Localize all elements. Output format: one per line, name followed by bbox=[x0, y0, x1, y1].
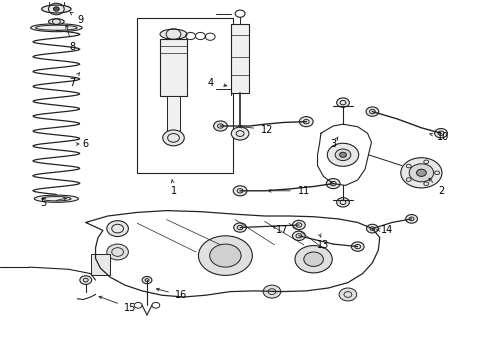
Text: 14: 14 bbox=[381, 225, 393, 235]
Circle shape bbox=[366, 107, 379, 116]
Circle shape bbox=[142, 276, 152, 284]
Circle shape bbox=[435, 129, 447, 138]
Text: 5: 5 bbox=[40, 198, 46, 208]
Text: 8: 8 bbox=[70, 42, 75, 52]
Circle shape bbox=[409, 164, 434, 182]
Circle shape bbox=[416, 169, 426, 176]
Bar bbox=[137, 18, 233, 173]
Bar bbox=[167, 96, 180, 131]
Circle shape bbox=[406, 215, 417, 223]
Circle shape bbox=[367, 224, 378, 233]
Circle shape bbox=[293, 220, 305, 230]
Bar bbox=[160, 39, 187, 96]
Ellipse shape bbox=[160, 29, 187, 39]
Circle shape bbox=[340, 152, 346, 157]
Circle shape bbox=[107, 244, 128, 260]
Text: 17: 17 bbox=[275, 225, 288, 235]
Circle shape bbox=[293, 231, 305, 240]
Bar bbox=[91, 254, 110, 275]
Circle shape bbox=[234, 223, 246, 232]
Circle shape bbox=[299, 117, 313, 127]
Text: 1: 1 bbox=[171, 186, 177, 196]
Ellipse shape bbox=[34, 195, 78, 202]
Circle shape bbox=[339, 288, 357, 301]
Circle shape bbox=[210, 244, 241, 267]
Circle shape bbox=[53, 7, 59, 11]
Text: 10: 10 bbox=[437, 132, 450, 142]
Circle shape bbox=[335, 149, 351, 161]
Circle shape bbox=[198, 236, 252, 275]
Text: 11: 11 bbox=[297, 186, 310, 196]
Circle shape bbox=[233, 186, 247, 196]
Text: 4: 4 bbox=[208, 78, 214, 88]
Circle shape bbox=[401, 158, 442, 188]
Text: 9: 9 bbox=[78, 15, 84, 25]
Bar bbox=[231, 24, 249, 93]
Ellipse shape bbox=[49, 19, 64, 24]
Circle shape bbox=[107, 221, 128, 237]
Circle shape bbox=[304, 252, 323, 266]
Text: 13: 13 bbox=[318, 240, 329, 250]
Circle shape bbox=[351, 242, 364, 251]
Text: 6: 6 bbox=[83, 139, 89, 149]
Text: 12: 12 bbox=[261, 125, 273, 135]
Circle shape bbox=[214, 121, 227, 131]
Ellipse shape bbox=[42, 5, 71, 13]
Ellipse shape bbox=[30, 24, 82, 32]
Text: 16: 16 bbox=[175, 290, 187, 300]
Circle shape bbox=[326, 179, 340, 189]
Circle shape bbox=[163, 130, 184, 146]
Circle shape bbox=[337, 98, 349, 107]
Circle shape bbox=[231, 127, 249, 140]
Circle shape bbox=[295, 246, 332, 273]
Text: 7: 7 bbox=[70, 78, 75, 88]
Text: 15: 15 bbox=[123, 303, 136, 313]
Circle shape bbox=[337, 198, 349, 207]
Text: 3: 3 bbox=[330, 139, 336, 149]
Circle shape bbox=[263, 285, 281, 298]
Circle shape bbox=[327, 143, 359, 166]
Text: 2: 2 bbox=[438, 186, 444, 196]
Circle shape bbox=[80, 276, 92, 284]
